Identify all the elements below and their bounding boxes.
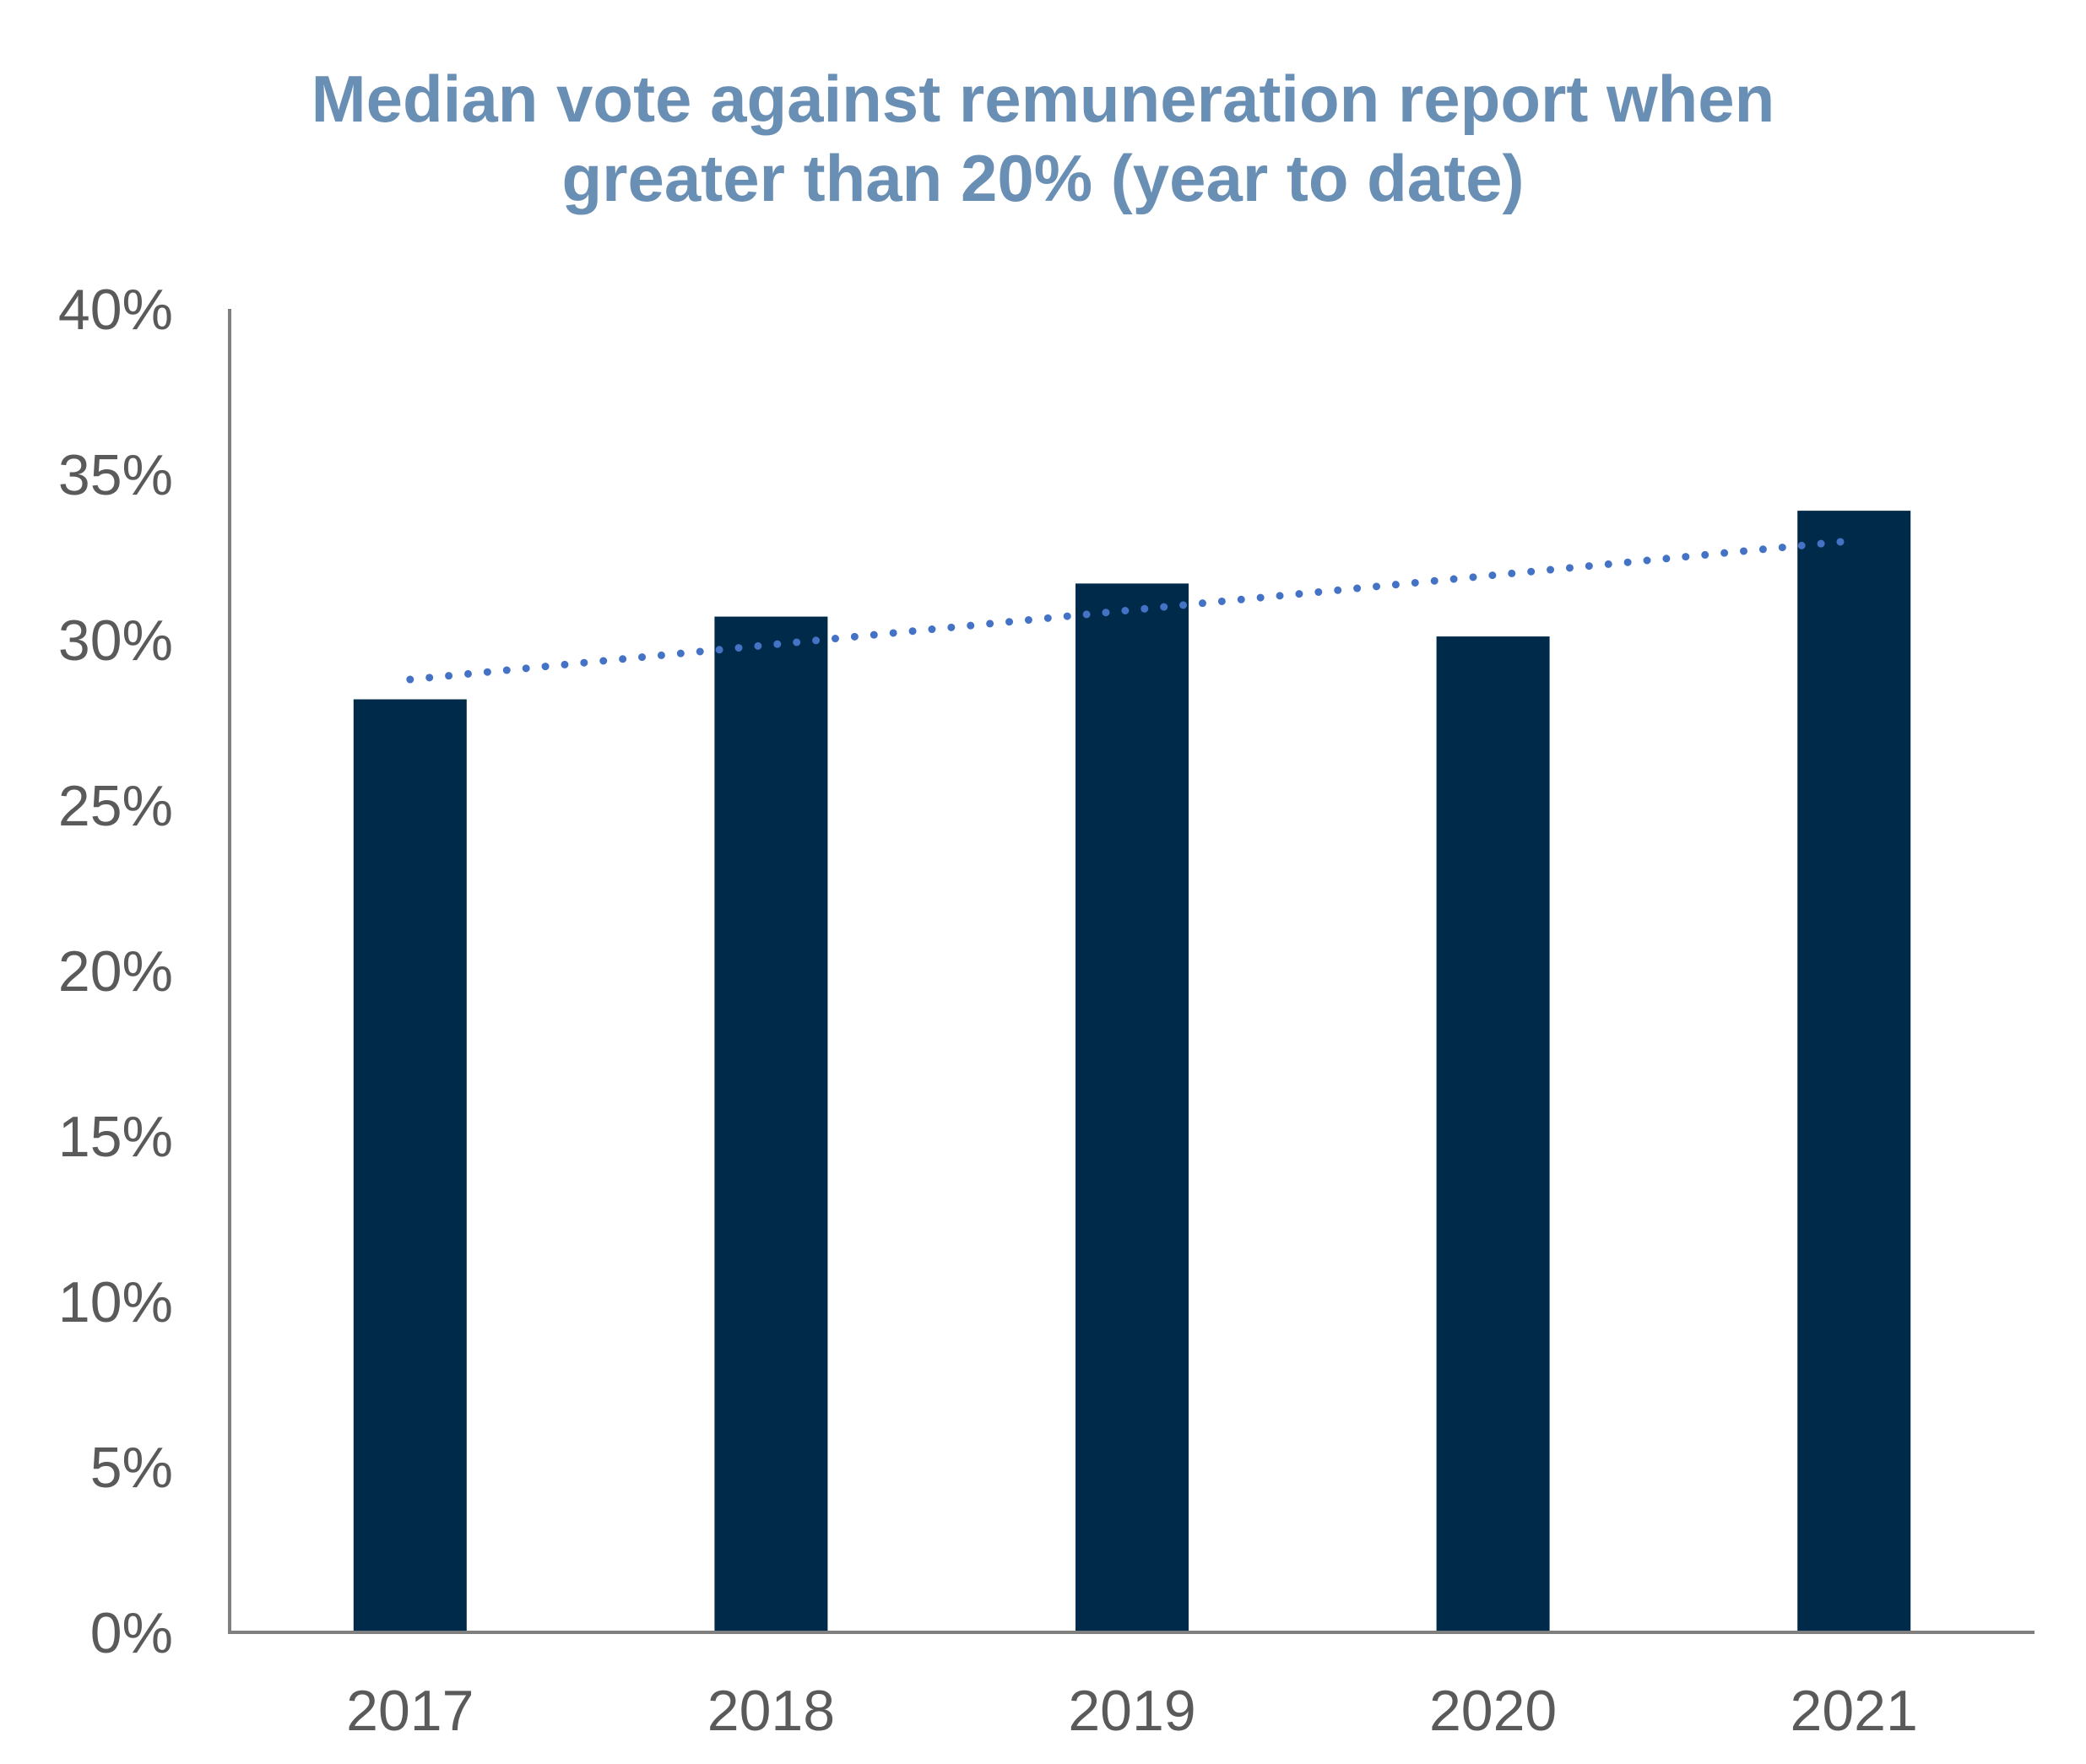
y-tick-label: 15% — [58, 1105, 173, 1169]
bars-group — [353, 511, 1911, 1632]
chart-title-line-1: Median vote against remuneration report … — [311, 62, 1775, 136]
axes-group — [228, 309, 2035, 1634]
bar-2018 — [714, 616, 828, 1632]
y-tick-label: 20% — [58, 939, 173, 1004]
chart-title-line-2: greater than 20% (year to date) — [561, 141, 1525, 215]
x-axis-ticks: 2017 2018 2019 2020 2021 — [346, 1679, 1918, 1743]
y-tick-label: 40% — [58, 278, 173, 342]
x-tick-label: 2018 — [707, 1679, 835, 1743]
y-tick-label: 35% — [58, 443, 173, 507]
y-tick-label: 0% — [90, 1601, 173, 1665]
y-tick-label: 5% — [90, 1436, 173, 1500]
chart-title: Median vote against remuneration report … — [0, 59, 2086, 218]
y-axis-ticks: 0% 5% 10% 15% 20% 25% 30% 35% 40% — [58, 278, 173, 1665]
bar-2017 — [353, 699, 467, 1632]
x-tick-label: 2017 — [346, 1679, 474, 1743]
x-tick-label: 2019 — [1068, 1679, 1195, 1743]
x-tick-label: 2021 — [1791, 1679, 1918, 1743]
y-tick-label: 10% — [58, 1270, 173, 1334]
y-tick-label: 30% — [58, 609, 173, 673]
bar-2020 — [1436, 636, 1550, 1632]
bar-2019 — [1076, 583, 1189, 1632]
y-tick-label: 25% — [58, 774, 173, 838]
x-tick-label: 2020 — [1429, 1679, 1557, 1743]
bar-2021 — [1797, 511, 1911, 1632]
